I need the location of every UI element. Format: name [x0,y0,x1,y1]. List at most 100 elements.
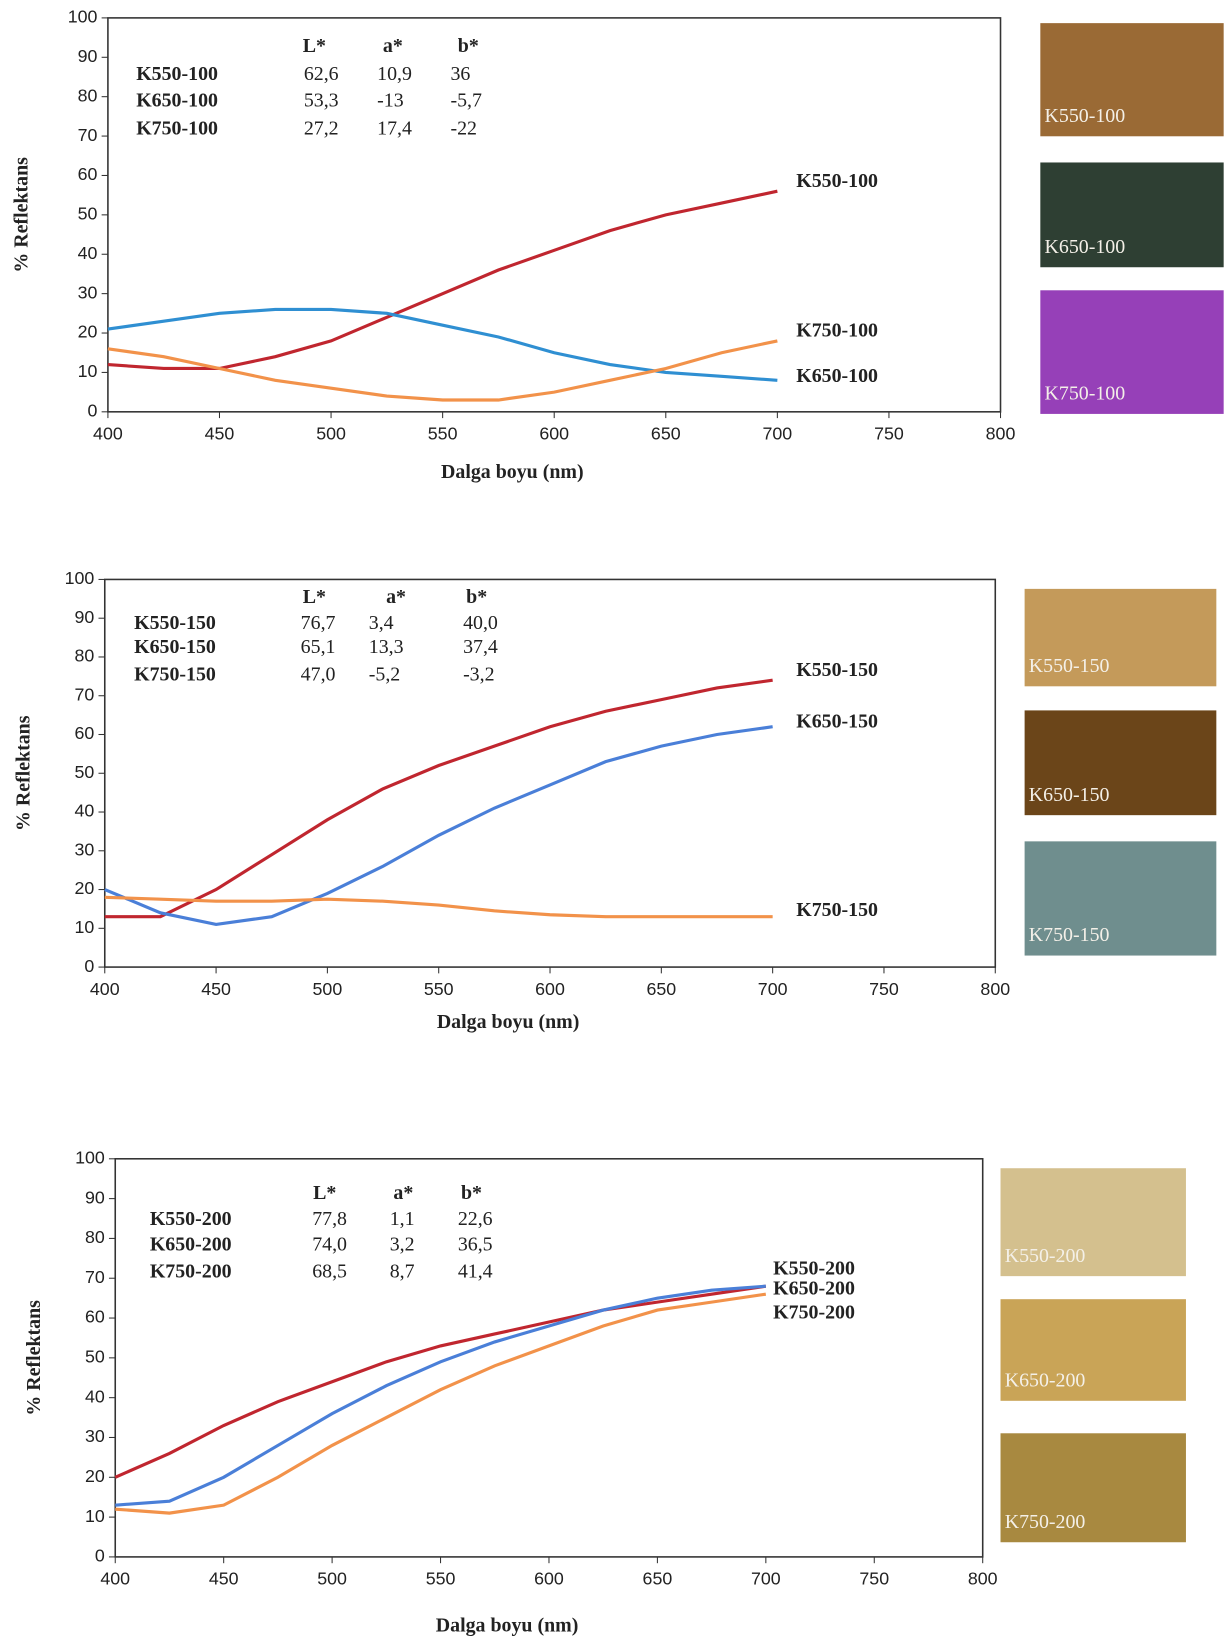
y-tick-label: 50 [74,762,94,782]
table-header: L* [303,35,326,57]
table-header: L* [303,586,326,608]
x-tick-label: 600 [539,424,569,444]
x-tick-label: 500 [317,1569,347,1589]
y-tick-label: 80 [78,85,98,105]
y-tick-label: 60 [78,164,98,184]
table-cell: -5,2 [369,663,400,685]
y-tick-label: 40 [78,243,98,263]
figure: 0 10 20 30 40 50 60 70 80 90 100 400 450 500 550 600 650… [0,0,1231,1645]
series-line [115,1286,766,1477]
table-cell: 3,4 [369,612,394,634]
y-tick-label: 40 [85,1386,105,1406]
table-cell: 27,2 [304,118,339,140]
x-tick-label: 450 [201,979,231,999]
series-end-label: K550-100 [796,170,878,192]
table-row-name: K650-150 [134,636,216,658]
series-end-label: K650-150 [796,711,878,733]
x-axis-label: Dalga boyu (nm) [436,1615,579,1637]
swatch-label: K750-100 [1045,383,1126,405]
table-cell: 47,0 [301,663,336,685]
table-row-name: K750-200 [150,1261,232,1283]
y-tick-label: 0 [95,1546,105,1566]
series-line [115,1286,766,1505]
table-header: b* [461,1182,482,1204]
y-tick-label: 20 [74,878,94,898]
y-tick-label: 100 [68,7,98,27]
y-tick-label: 90 [78,46,98,66]
series-line [115,1294,766,1513]
y-tick-label: 50 [78,204,98,224]
table-header: b* [458,35,479,57]
table-cell: 1,1 [390,1208,415,1230]
series-line [105,680,773,916]
y-axis-label: % Reflektans [23,1300,45,1416]
x-tick-label: 450 [209,1569,239,1589]
y-tick-label: 10 [85,1506,105,1526]
y-tick-label: 10 [78,361,98,381]
plot-frame [115,1159,982,1557]
table-row-name: K650-100 [136,89,218,111]
table-row-name: K750-150 [134,663,216,685]
swatch-label: K550-200 [1005,1245,1086,1267]
table-header: a* [386,586,406,608]
x-tick-label: 450 [205,424,235,444]
table-row-name: K550-150 [134,612,216,634]
table-cell: 36,5 [458,1233,493,1255]
table-header: a* [393,1182,413,1204]
series-line [108,341,777,400]
table-cell: -5,7 [450,89,482,111]
x-axis-label: Dalga boyu (nm) [437,1011,580,1033]
y-tick-label: 60 [74,723,94,743]
table-cell: 68,5 [312,1261,347,1283]
y-tick-label: 30 [85,1426,105,1446]
table-cell: 74,0 [312,1233,347,1255]
y-tick-label: 90 [74,607,94,627]
series-line [108,191,777,368]
x-axis-label: Dalga boyu (nm) [441,461,584,483]
y-tick-label: 30 [78,282,98,302]
table-row-name: K550-200 [150,1208,232,1230]
swatch-label: K750-200 [1005,1511,1086,1533]
table-cell: 13,3 [369,636,404,658]
x-tick-label: 650 [643,1569,673,1589]
table-row-name: K750-100 [136,118,218,140]
table-cell: 62,6 [304,63,339,85]
y-axis-label: % Reflektans [11,157,33,273]
series-end-label: K750-150 [796,899,878,921]
x-tick-label: 550 [424,979,454,999]
x-tick-label: 700 [763,424,793,444]
x-tick-label: 750 [874,424,904,444]
y-tick-label: 20 [85,1466,105,1486]
x-tick-label: 650 [646,979,676,999]
y-tick-label: 30 [74,839,94,859]
table-cell: 3,2 [390,1233,415,1255]
table-cell: 8,7 [390,1261,415,1283]
y-tick-label: 100 [75,1148,105,1168]
y-tick-label: 90 [85,1187,105,1207]
series-end-label: K750-200 [773,1301,855,1323]
y-tick-label: 80 [85,1227,105,1247]
series-end-label: K650-200 [773,1277,855,1299]
table-row-name: K650-200 [150,1233,232,1255]
x-tick-label: 600 [534,1569,564,1589]
x-tick-label: 400 [90,979,120,999]
swatch-label: K650-100 [1045,236,1126,258]
table-header: b* [466,586,487,608]
x-tick-label: 700 [751,1569,781,1589]
table-cell: 10,9 [377,63,412,85]
x-tick-label: 550 [426,1569,456,1589]
x-tick-label: 550 [428,424,458,444]
x-tick-label: 800 [980,979,1010,999]
table-cell: -22 [450,118,477,140]
series-line [105,897,773,916]
table-cell: 36 [450,63,470,85]
table-cell: 22,6 [458,1208,493,1230]
table-cell: 40,0 [463,612,498,634]
swatch-label: K650-150 [1029,784,1110,806]
table-header: L* [313,1182,336,1204]
series-end-label: K550-150 [796,659,878,681]
series-end-label: K550-200 [773,1257,855,1279]
y-tick-label: 60 [85,1307,105,1327]
table-cell: 77,8 [312,1208,347,1230]
y-tick-label: 70 [74,684,94,704]
